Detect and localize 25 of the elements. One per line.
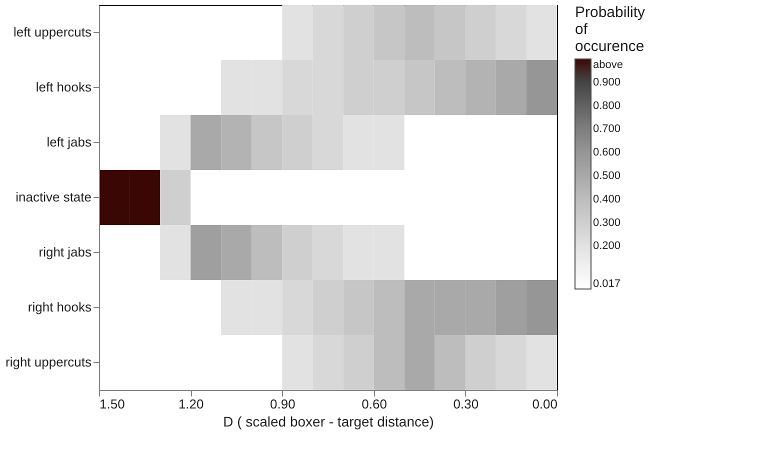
color-bar-label: 0.400 (593, 193, 621, 206)
color-bar-label: 0.800 (593, 100, 621, 112)
x-tick-label: 1.50 (100, 396, 125, 412)
color-bar-label: 0.600 (593, 146, 621, 159)
y-tick-label: inactive state (16, 190, 92, 204)
x-tick-label: 0.90 (270, 396, 296, 412)
color-bar-label: 0.700 (593, 123, 621, 136)
color-bar-label: 0.300 (593, 216, 621, 229)
y-tick-label: left jabs (46, 134, 92, 150)
y-tick-label: right jabs (38, 244, 92, 260)
color-bar-label: 0.900 (593, 76, 621, 88)
color-bar-title: Probability of occurence (575, 4, 646, 55)
y-tick-label: right hooks (28, 300, 92, 314)
x-tick-label: 0.00 (532, 396, 558, 412)
x-tick-label: 0.30 (453, 396, 479, 412)
x-axis-title: D ( scaled boxer - target distance) (223, 414, 434, 430)
color-bar-label: above (593, 59, 623, 71)
color-bar-label: 0.500 (593, 170, 621, 182)
y-tick-label: left uppercuts (13, 24, 92, 40)
x-tick-label: 1.20 (178, 396, 204, 412)
y-tick-label: left hooks (36, 80, 92, 94)
y-tick-label: right uppercuts (6, 354, 92, 370)
x-tick-label: 0.60 (362, 396, 387, 412)
color-bar-label: 0.200 (593, 240, 621, 252)
color-bar-label: 0.017 (593, 278, 621, 290)
